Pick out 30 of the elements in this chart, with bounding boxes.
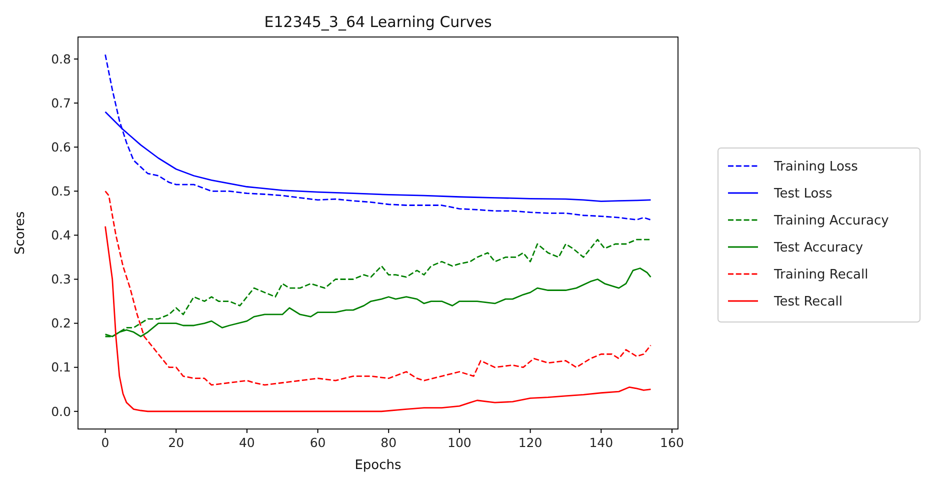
x-tick-label: 120 (518, 435, 542, 450)
y-tick-label: 0.0 (51, 404, 72, 419)
x-tick-label: 100 (448, 435, 472, 450)
y-tick-label: 0.3 (51, 272, 71, 287)
legend-label: Training Loss (773, 160, 858, 175)
line-series (104, 54, 652, 220)
y-tick-label: 0.1 (51, 360, 71, 375)
x-tick-label: 160 (660, 435, 684, 450)
x-tick-label: 140 (589, 435, 614, 450)
y-tick-label: 0.4 (51, 228, 72, 243)
legend-label: Test Loss (773, 186, 832, 202)
legend-label: Training Recall (773, 268, 868, 283)
y-tick-label: 0.8 (51, 51, 72, 66)
y-tick-label: 0.2 (51, 316, 71, 331)
x-axis-title: Epochs (354, 458, 402, 473)
chart-title: E12345_3_64 Learning Curves (264, 13, 492, 31)
x-tick-label: 80 (380, 435, 397, 450)
x-tick-label: 0 (101, 435, 110, 450)
x-tick-label: 20 (168, 435, 184, 450)
line-series (104, 190, 652, 386)
y-tick-label: 0.7 (51, 95, 71, 110)
legend-label: Training Accuracy (773, 214, 890, 229)
line-series (104, 226, 652, 412)
x-tick-label: 60 (310, 435, 326, 450)
y-axis-title: Scores (13, 211, 28, 255)
y-tick-label: 0.6 (51, 139, 72, 154)
legend-label: Test Accuracy (773, 240, 864, 256)
y-tick-label: 0.5 (51, 184, 71, 199)
x-tick-label: 40 (238, 435, 255, 450)
legend-label: Test Recall (773, 294, 843, 310)
